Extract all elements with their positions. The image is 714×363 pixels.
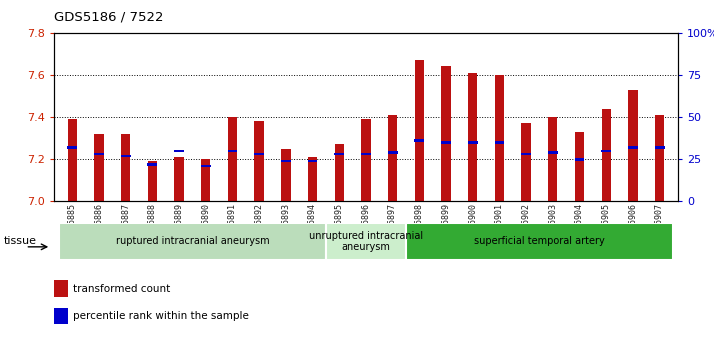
Bar <box>548 117 558 201</box>
Bar <box>361 153 371 155</box>
Bar <box>388 115 397 201</box>
Bar <box>94 134 104 201</box>
Bar <box>548 151 558 154</box>
Bar <box>54 280 68 297</box>
Bar <box>601 150 611 152</box>
Bar <box>308 157 317 201</box>
Bar <box>254 121 263 201</box>
Bar <box>308 160 318 162</box>
Bar <box>59 223 326 260</box>
Bar <box>174 150 184 152</box>
Bar <box>94 153 104 155</box>
Bar <box>415 60 424 201</box>
Bar <box>148 162 157 201</box>
Bar <box>441 141 451 144</box>
Text: ruptured intracranial aneurysm: ruptured intracranial aneurysm <box>116 236 269 246</box>
Bar <box>121 134 131 201</box>
Bar <box>521 123 531 201</box>
Text: unruptured intracranial
aneurysm: unruptured intracranial aneurysm <box>309 231 423 252</box>
Bar <box>147 163 157 166</box>
Bar <box>201 165 211 167</box>
Bar <box>228 117 237 201</box>
Bar <box>495 141 504 144</box>
Bar <box>655 146 665 149</box>
Bar <box>521 153 531 155</box>
Bar <box>628 90 638 201</box>
Bar <box>201 159 211 201</box>
Bar <box>68 119 77 201</box>
Bar <box>628 146 638 149</box>
Bar <box>655 115 664 201</box>
Bar <box>468 73 478 201</box>
Bar <box>575 158 585 160</box>
Bar <box>228 150 237 152</box>
Bar <box>254 153 264 155</box>
Bar <box>495 75 504 201</box>
Text: transformed count: transformed count <box>74 284 171 294</box>
Bar <box>174 157 183 201</box>
Bar <box>334 153 344 155</box>
Bar <box>335 144 344 201</box>
Text: tissue: tissue <box>4 236 36 246</box>
Bar <box>414 139 424 142</box>
Bar <box>361 119 371 201</box>
Text: percentile rank within the sample: percentile rank within the sample <box>74 311 249 321</box>
Bar <box>121 155 131 157</box>
Text: superficial temporal artery: superficial temporal artery <box>474 236 605 246</box>
Bar <box>67 146 77 149</box>
Bar <box>54 308 68 324</box>
Bar <box>441 66 451 201</box>
Bar <box>281 160 291 162</box>
Bar <box>601 109 611 201</box>
Bar <box>575 132 584 201</box>
Bar <box>388 151 398 154</box>
Text: GDS5186 / 7522: GDS5186 / 7522 <box>54 11 163 24</box>
Bar <box>326 223 406 260</box>
Bar <box>406 223 673 260</box>
Bar <box>468 141 478 144</box>
Bar <box>281 149 291 201</box>
